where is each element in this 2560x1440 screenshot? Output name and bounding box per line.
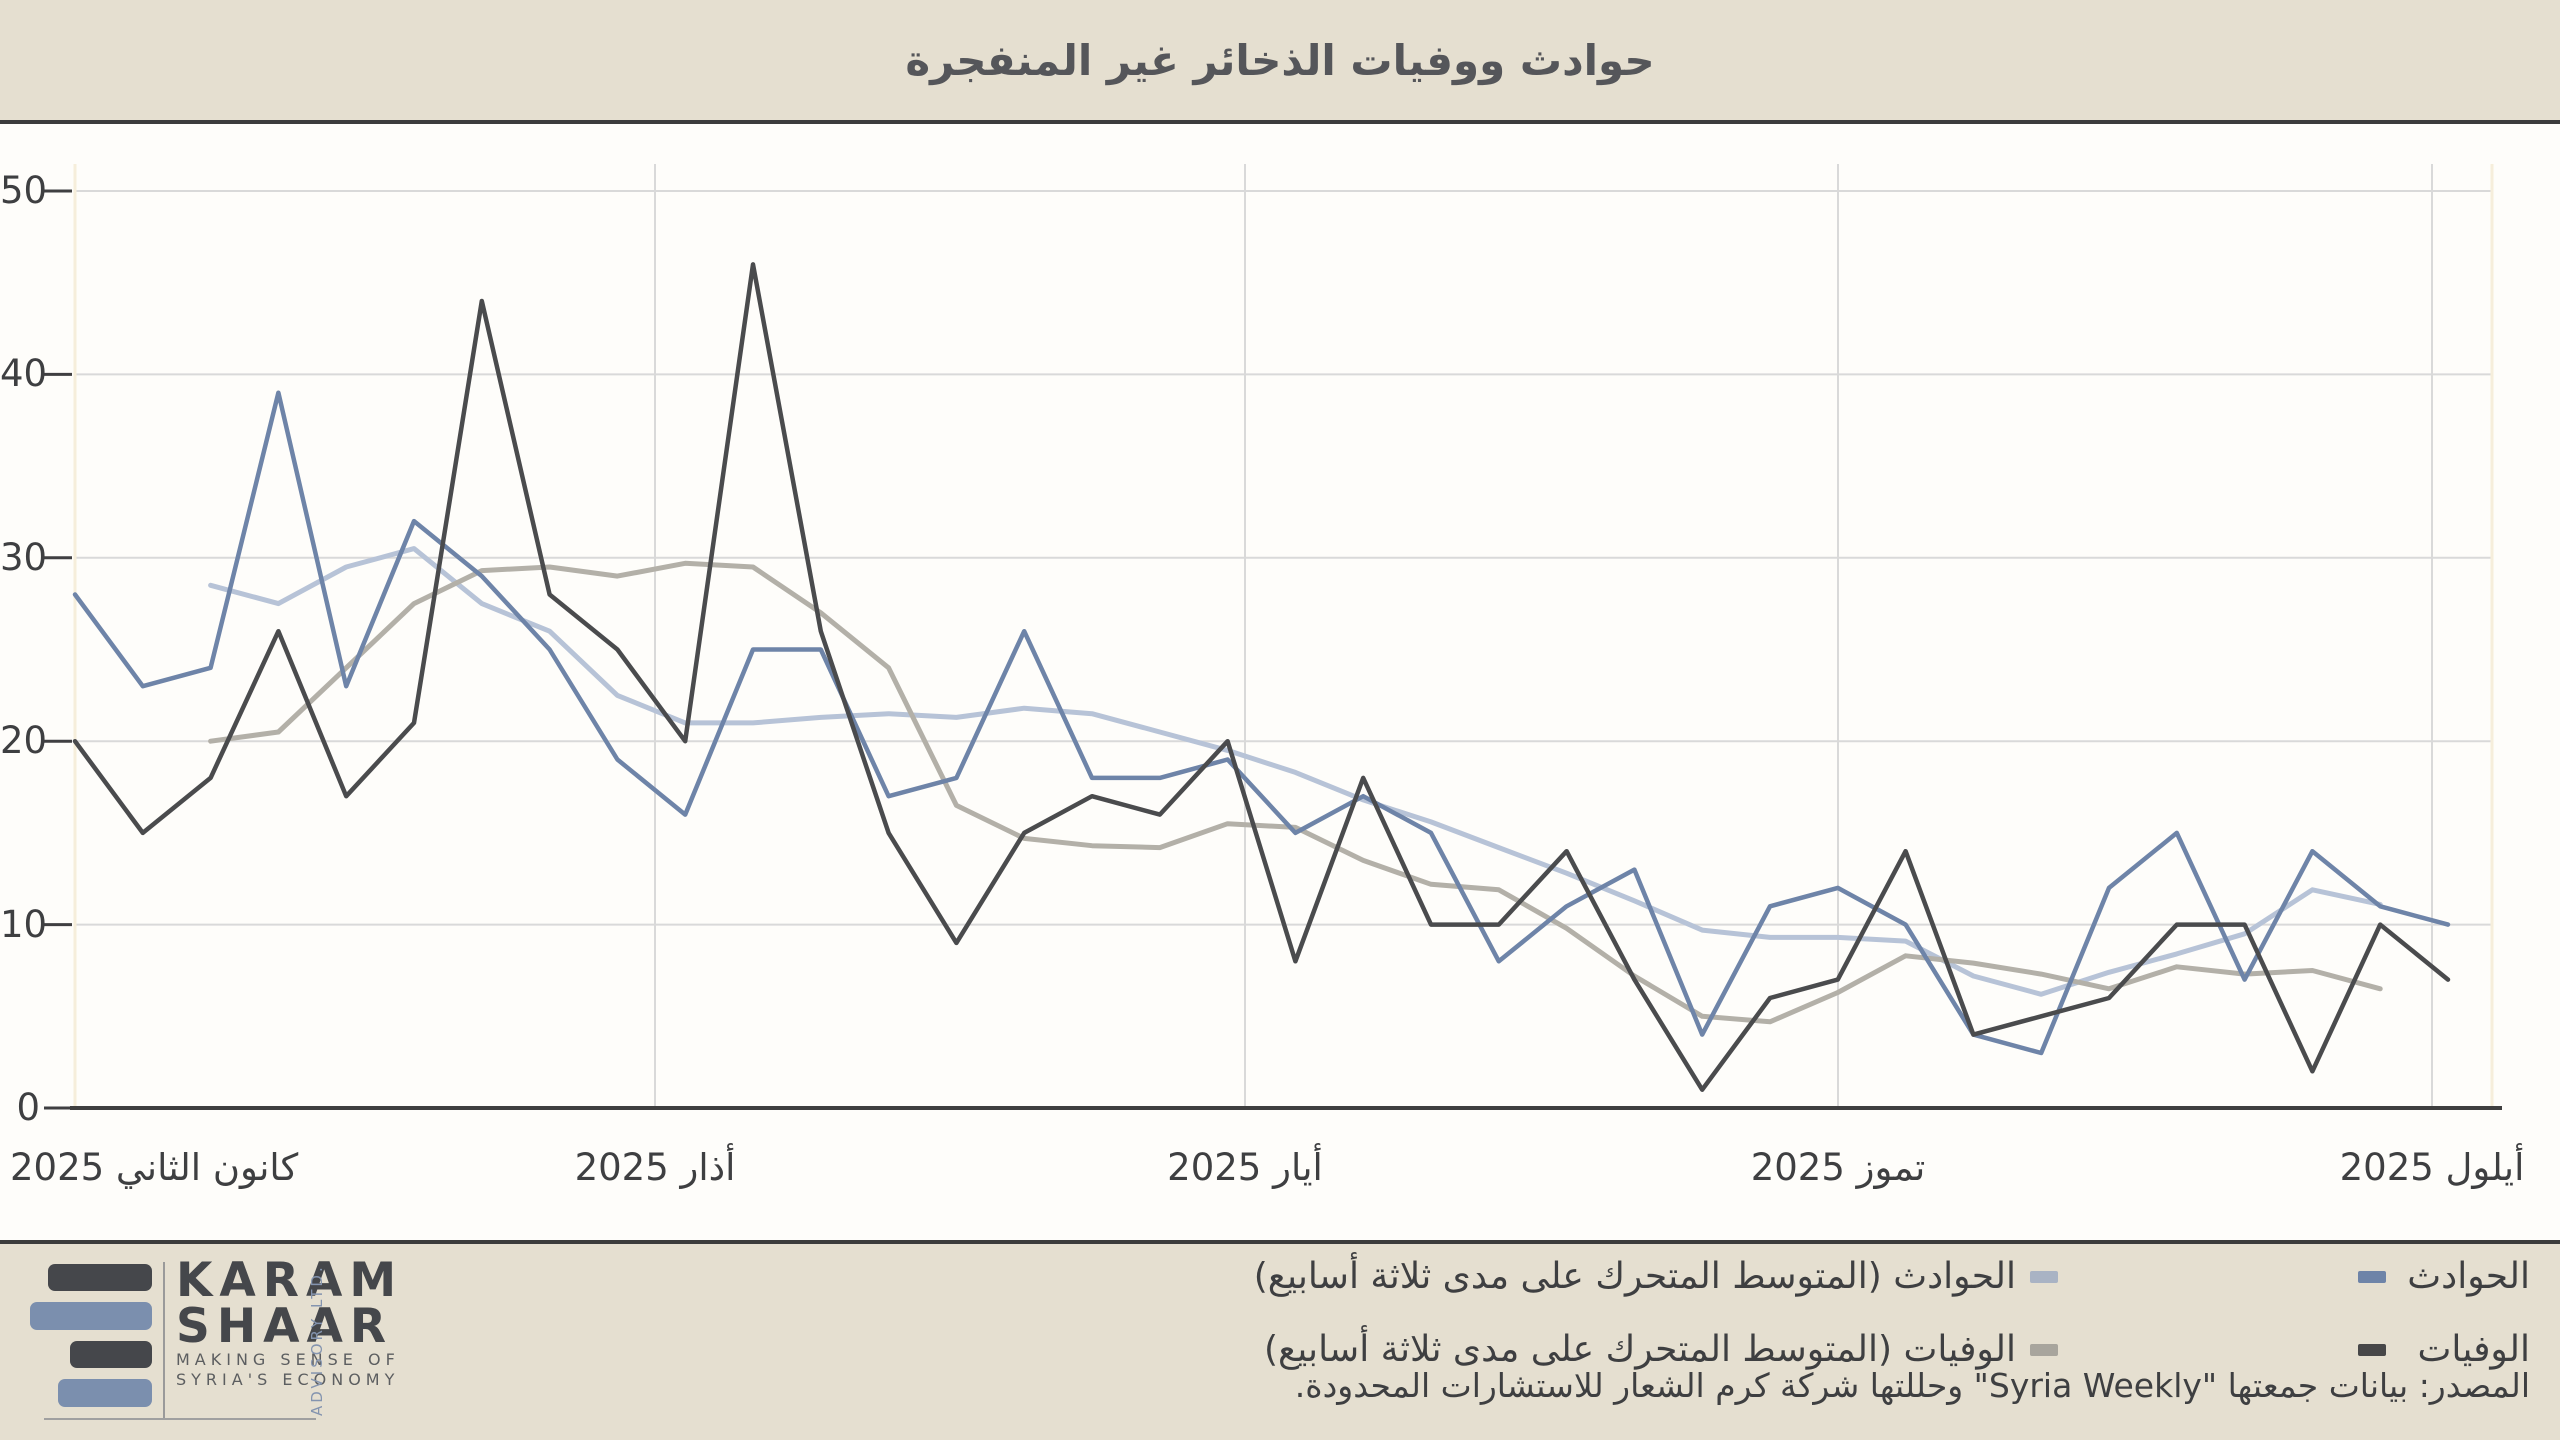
logo-bar-icon <box>58 1379 152 1407</box>
legend-swatch-deaths-ma <box>2030 1343 2058 1356</box>
logo-tagline-1: MAKING SENSE OF <box>176 1350 400 1369</box>
incidents_ma3-line <box>208 546 2383 997</box>
logo-bar-icon <box>48 1264 152 1291</box>
legend-row-incidents: الحوادث (المتوسط المتحرك على مدى ثلاثة أ… <box>1254 1256 2530 1297</box>
logo-bar-icon <box>70 1341 152 1368</box>
footer-band: الحوادث (المتوسط المتحرك على مدى ثلاثة أ… <box>0 1244 2560 1440</box>
legend-label-deaths: الوفيات <box>2417 1329 2531 1370</box>
y-tick-10: 10 <box>0 902 48 946</box>
legend-swatch-incidents-ma <box>2030 1270 2058 1283</box>
y-tick-0: 0 <box>16 1086 40 1129</box>
logo-word-2: SHAAR <box>176 1299 394 1354</box>
y-tick-50: 50 <box>0 169 48 212</box>
legend-label-deaths-ma: الوفيات (المتوسط المتحرك على مدى ثلاثة أ… <box>1263 1329 2016 1370</box>
deaths_ma3-line <box>208 560 2383 1025</box>
logo-underline <box>44 1418 316 1420</box>
x-label-0: كانون الثاني 2025 <box>10 1146 299 1189</box>
bottom-divider <box>0 1240 2560 1244</box>
x-label-2: أيار 2025 <box>1167 1146 1323 1189</box>
legend: الحوادث (المتوسط المتحرك على مدى ثلاثة أ… <box>1254 1256 2530 1370</box>
title-band: حوادث ووفيات الذخائر غير المنفجرة <box>0 0 2560 120</box>
logo-divider <box>163 1262 165 1418</box>
x-label-1: أذار 2025 <box>574 1146 736 1189</box>
chart-svg <box>44 164 2502 1110</box>
y-tick-30: 30 <box>0 535 48 579</box>
karam-shaar-logo: KARAM SHAAR MAKING SENSE OF SYRIA'S ECON… <box>30 1257 396 1430</box>
top-divider <box>0 120 2560 124</box>
y-tick-40: 40 <box>0 352 48 396</box>
incidents-line <box>72 390 2451 1056</box>
legend-label-incidents-ma: الحوادث (المتوسط المتحرك على مدى ثلاثة أ… <box>1253 1256 2016 1297</box>
source-note: المصدر: بيانات جمعتها "Syria Weekly" وحل… <box>1294 1366 2530 1405</box>
logo-text: KARAM SHAAR MAKING SENSE OF SYRIA'S ECON… <box>176 1253 404 1390</box>
y-tick-20: 20 <box>0 719 48 763</box>
page-title: حوادث ووفيات الذخائر غير المنفجرة <box>905 35 1655 85</box>
x-label-4: أيلول 2025 <box>2339 1146 2525 1189</box>
logo-side-text: ADVISORY LTD. <box>308 1264 326 1416</box>
legend-label-incidents: الحوادث <box>2407 1256 2530 1297</box>
deaths-line <box>72 262 2451 1092</box>
logo-tagline-2: SYRIA'S ECONOMY <box>176 1370 400 1389</box>
legend-row-deaths: الوفيات (المتوسط المتحرك على مدى ثلاثة أ… <box>1254 1329 2530 1370</box>
legend-swatch-incidents <box>2358 1270 2386 1283</box>
logo-word-1: KARAM <box>176 1253 404 1308</box>
x-label-3: تموز 2025 <box>1750 1146 1926 1189</box>
legend-swatch-deaths <box>2358 1343 2386 1356</box>
logo-bar-icon <box>30 1302 152 1330</box>
chart-section: 0 10 20 30 40 50 كانون الثاني 2025 أذار 2025 أي… <box>0 124 2560 1240</box>
